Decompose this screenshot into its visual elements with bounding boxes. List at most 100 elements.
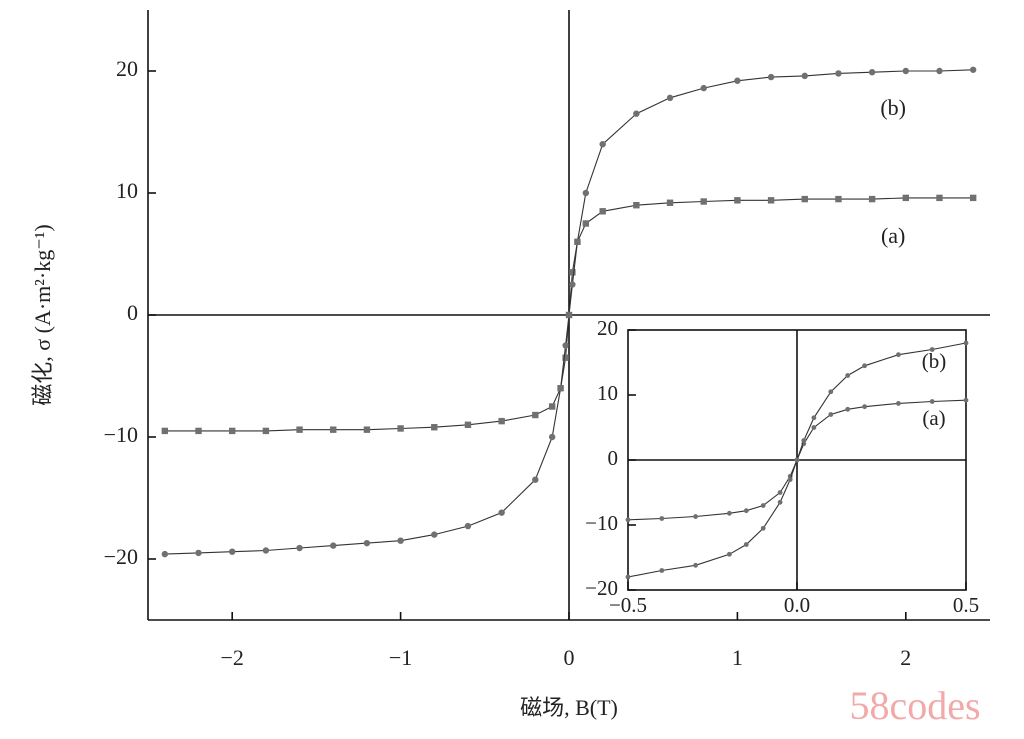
series-label: (b) [922, 349, 947, 373]
marker [777, 499, 783, 505]
marker [801, 72, 808, 80]
marker [330, 426, 337, 433]
y-tick-label: 10 [597, 381, 618, 405]
marker [734, 77, 741, 84]
marker [801, 195, 808, 203]
y-tick-label: −10 [585, 511, 618, 535]
marker [532, 476, 539, 483]
marker [666, 199, 674, 206]
marker [574, 238, 581, 245]
marker [633, 202, 640, 209]
marker [548, 433, 556, 441]
series-label: (a) [922, 406, 945, 430]
marker [363, 539, 371, 547]
marker [229, 427, 236, 435]
marker [845, 373, 851, 378]
marker [431, 531, 438, 538]
marker [693, 514, 698, 519]
marker [464, 421, 472, 428]
marker [734, 197, 741, 204]
marker [565, 311, 573, 319]
x-tick-label: −0.5 [609, 593, 647, 617]
marker [868, 195, 876, 203]
marker [625, 517, 631, 523]
marker [633, 110, 640, 117]
marker [777, 490, 783, 495]
marker [569, 269, 576, 276]
marker [787, 477, 793, 482]
x-tick-label: 2 [900, 645, 911, 670]
marker [811, 425, 817, 430]
marker [929, 347, 935, 352]
marker [760, 525, 766, 531]
marker [936, 194, 943, 202]
marker [835, 70, 842, 77]
marker [727, 551, 732, 557]
marker [767, 197, 775, 204]
marker [767, 73, 775, 81]
marker [599, 141, 606, 148]
marker [582, 220, 590, 227]
marker [969, 66, 977, 73]
marker [969, 194, 977, 202]
marker [262, 427, 270, 435]
y-tick-label: −20 [104, 544, 138, 569]
marker [659, 568, 665, 573]
marker [760, 503, 766, 508]
marker [902, 67, 909, 75]
marker [845, 406, 851, 412]
marker [532, 411, 539, 419]
marker [835, 195, 842, 203]
marker [229, 548, 236, 555]
marker [548, 403, 556, 410]
marker [963, 340, 969, 346]
y-tick-label: −10 [104, 422, 138, 447]
marker [896, 401, 901, 406]
x-tick-label: 0.5 [953, 593, 979, 617]
marker [902, 194, 909, 202]
marker [743, 542, 749, 547]
y-tick-label: 0 [127, 300, 138, 325]
marker [862, 404, 867, 410]
marker [868, 69, 876, 76]
y-tick-label: 0 [608, 446, 619, 470]
marker [397, 537, 404, 544]
marker [569, 281, 576, 288]
marker [582, 189, 590, 197]
marker [625, 574, 631, 580]
x-tick-label: 1 [732, 645, 743, 670]
y-axis-title: 磁化, σ (A·m²·kg⁻¹) [30, 224, 55, 405]
marker [801, 438, 807, 443]
marker [896, 352, 901, 358]
series-label: (b) [880, 95, 906, 120]
marker [936, 67, 943, 75]
y-tick-label: 10 [116, 178, 138, 203]
marker [743, 508, 749, 514]
x-tick-label: 0.0 [784, 593, 810, 617]
x-axis-title: 磁场, B(T) [520, 695, 618, 720]
marker [161, 427, 169, 435]
marker [498, 509, 505, 516]
y-tick-label: 20 [116, 56, 138, 81]
marker [262, 547, 270, 554]
y-tick-label: 20 [597, 316, 618, 340]
marker [296, 426, 303, 433]
marker [659, 516, 665, 521]
marker [828, 412, 834, 417]
x-tick-label: 0 [564, 645, 575, 670]
marker [562, 354, 569, 361]
marker [397, 425, 404, 432]
marker [431, 424, 438, 431]
x-tick-label: −2 [220, 645, 243, 670]
marker [693, 562, 698, 568]
marker [828, 389, 834, 395]
series-label: (a) [881, 223, 905, 248]
marker [862, 363, 867, 369]
marker [498, 417, 505, 425]
marker [557, 385, 564, 392]
marker [666, 94, 674, 102]
marker [195, 549, 202, 557]
marker [464, 522, 472, 530]
marker [811, 415, 817, 421]
